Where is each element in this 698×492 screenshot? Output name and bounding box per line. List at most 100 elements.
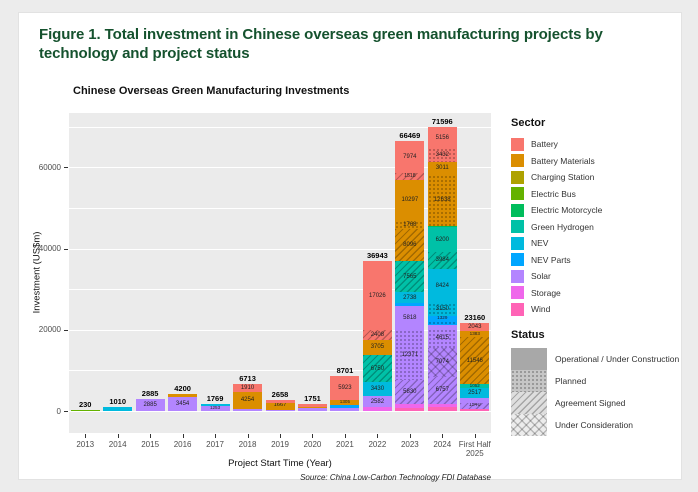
bar-segment: 1383 [460,331,490,338]
bar-segment: 1052 [460,383,490,389]
bar-segment [395,303,425,306]
bar-segment: 8096 [395,228,425,262]
bar-segment: 2408 [362,330,392,340]
segment-value-label: 2738 [403,294,417,301]
y-tick-label: 40000 [38,244,61,253]
segment-value-label: 2885 [143,402,157,409]
legend-item-green-hydrogen: Green Hydrogen [511,219,679,235]
x-tick-mark [215,434,217,438]
bar-segment [427,407,457,411]
bar-segment [427,403,457,408]
status-legend: Status Operational / Under Construction P… [511,329,687,436]
segment-value-label: 3705 [370,344,385,351]
bar-total-label: 1751 [304,393,321,403]
bar-segment: 1518 [395,173,425,180]
gridline-major [69,248,491,250]
segment-value-label: 4615 [435,335,449,342]
bar-segment: 2517 [460,388,490,399]
legend-color-swatch [511,236,524,250]
bar-segment [460,398,490,403]
bar-segment [427,225,457,228]
bar-segment [297,403,327,407]
bar-segment [297,406,327,409]
gridline-major [69,411,491,413]
bar-segment: 12638 [427,174,457,226]
x-tick-mark [247,434,249,438]
bar-segment: 7565 [395,261,425,293]
status-item-op: Operational / Under Construction [511,348,687,370]
bar-segment: 3454 [168,396,198,411]
bar-segment: 1768 [395,221,425,229]
segment-value-label: 8424 [435,282,449,289]
segment-value-label: 5818 [403,314,417,321]
bar-total-label: 230 [78,400,92,410]
segment-value-label: 2582 [370,398,385,405]
x-tick-mark [344,434,346,438]
segment-value-label: 2043 [468,324,482,331]
segment-value-label: 1052 [469,383,480,388]
legend-color-swatch [511,253,524,266]
bar-segment: 5923 [330,375,360,400]
segment-value-label: 6200 [435,236,449,243]
status-pattern-swatch [511,348,547,370]
legend-item-nev: NEV [511,235,679,251]
bar-total-label: 2885 [141,389,159,399]
bar-segment: 3011 [427,162,457,175]
status-item-label: Operational / Under Construction [555,354,680,364]
bar-segment: 1305 [330,399,360,406]
legend-item-label: Wind [531,304,551,314]
legend-item-label: Electric Bus [531,188,576,199]
x-tick-label: 2021 [336,440,354,449]
bar-total-label: 1769 [206,393,224,403]
legend-item-label: NEV Parts [531,254,571,265]
x-tick-mark [85,434,87,438]
legend-item-label: Charging Station [531,172,595,182]
legend-item-electric-motorcycle: Electric Motorcycle [511,202,679,218]
x-tick-label: 2016 [173,440,192,449]
y-tick-mark [64,167,68,169]
bar-segment: 3430 [362,382,392,397]
segment-value-label: 4254 [240,397,255,404]
bar-segment [427,325,457,330]
bar-segment: 2043 [460,323,490,332]
bar-segment: 10297 [395,179,425,222]
segment-value-label: 7565 [403,273,417,280]
legend-item-battery-materials: Battery Materials [511,153,679,169]
status-item-label: Planned [555,376,587,386]
status-item-consideration: Under Consideration [511,414,687,436]
legend-color-swatch [511,187,524,200]
legend-item-battery: Battery [511,136,679,152]
bar-segment: 1910 [233,383,263,392]
status-pattern-swatch [511,392,547,414]
x-tick-mark [474,434,476,438]
y-tick-label: 0 [56,406,61,416]
bar-total-label: 6713 [239,373,256,383]
bar-segment: 1667 [265,402,295,410]
x-tick-mark [182,434,184,438]
bar-segment: 1540 [460,402,490,409]
segment-value-label: 1667 [273,402,287,409]
y-tick-mark [64,411,68,412]
bar-segment: 6200 [427,227,457,253]
gridline-minor [69,370,491,371]
segment-value-label: 1768 [403,221,417,228]
legend-item-label: Battery Materials [531,155,595,166]
status-item-label: Under Consideration [555,420,633,430]
legend-item-label: NEV [531,238,549,248]
gridline-major [69,329,491,331]
bar-segment: 6750 [362,354,392,383]
y-tick-label: 60000 [38,162,61,172]
gridline-major [69,167,491,169]
status-item-label: Agreement Signed [555,398,626,408]
segment-value-label: 3432 [435,152,449,159]
legend-item-storage: Storage [511,285,679,301]
bar-segment: 3984 [427,252,457,269]
segment-value-label: 1910 [240,384,255,391]
segment-value-label: 1383 [469,331,480,336]
bar-segment [265,409,295,411]
segment-value-label: 3984 [435,257,449,264]
legend-color-swatch [511,220,524,233]
bar-segment [70,410,100,411]
bar-segment: 4254 [233,391,263,409]
